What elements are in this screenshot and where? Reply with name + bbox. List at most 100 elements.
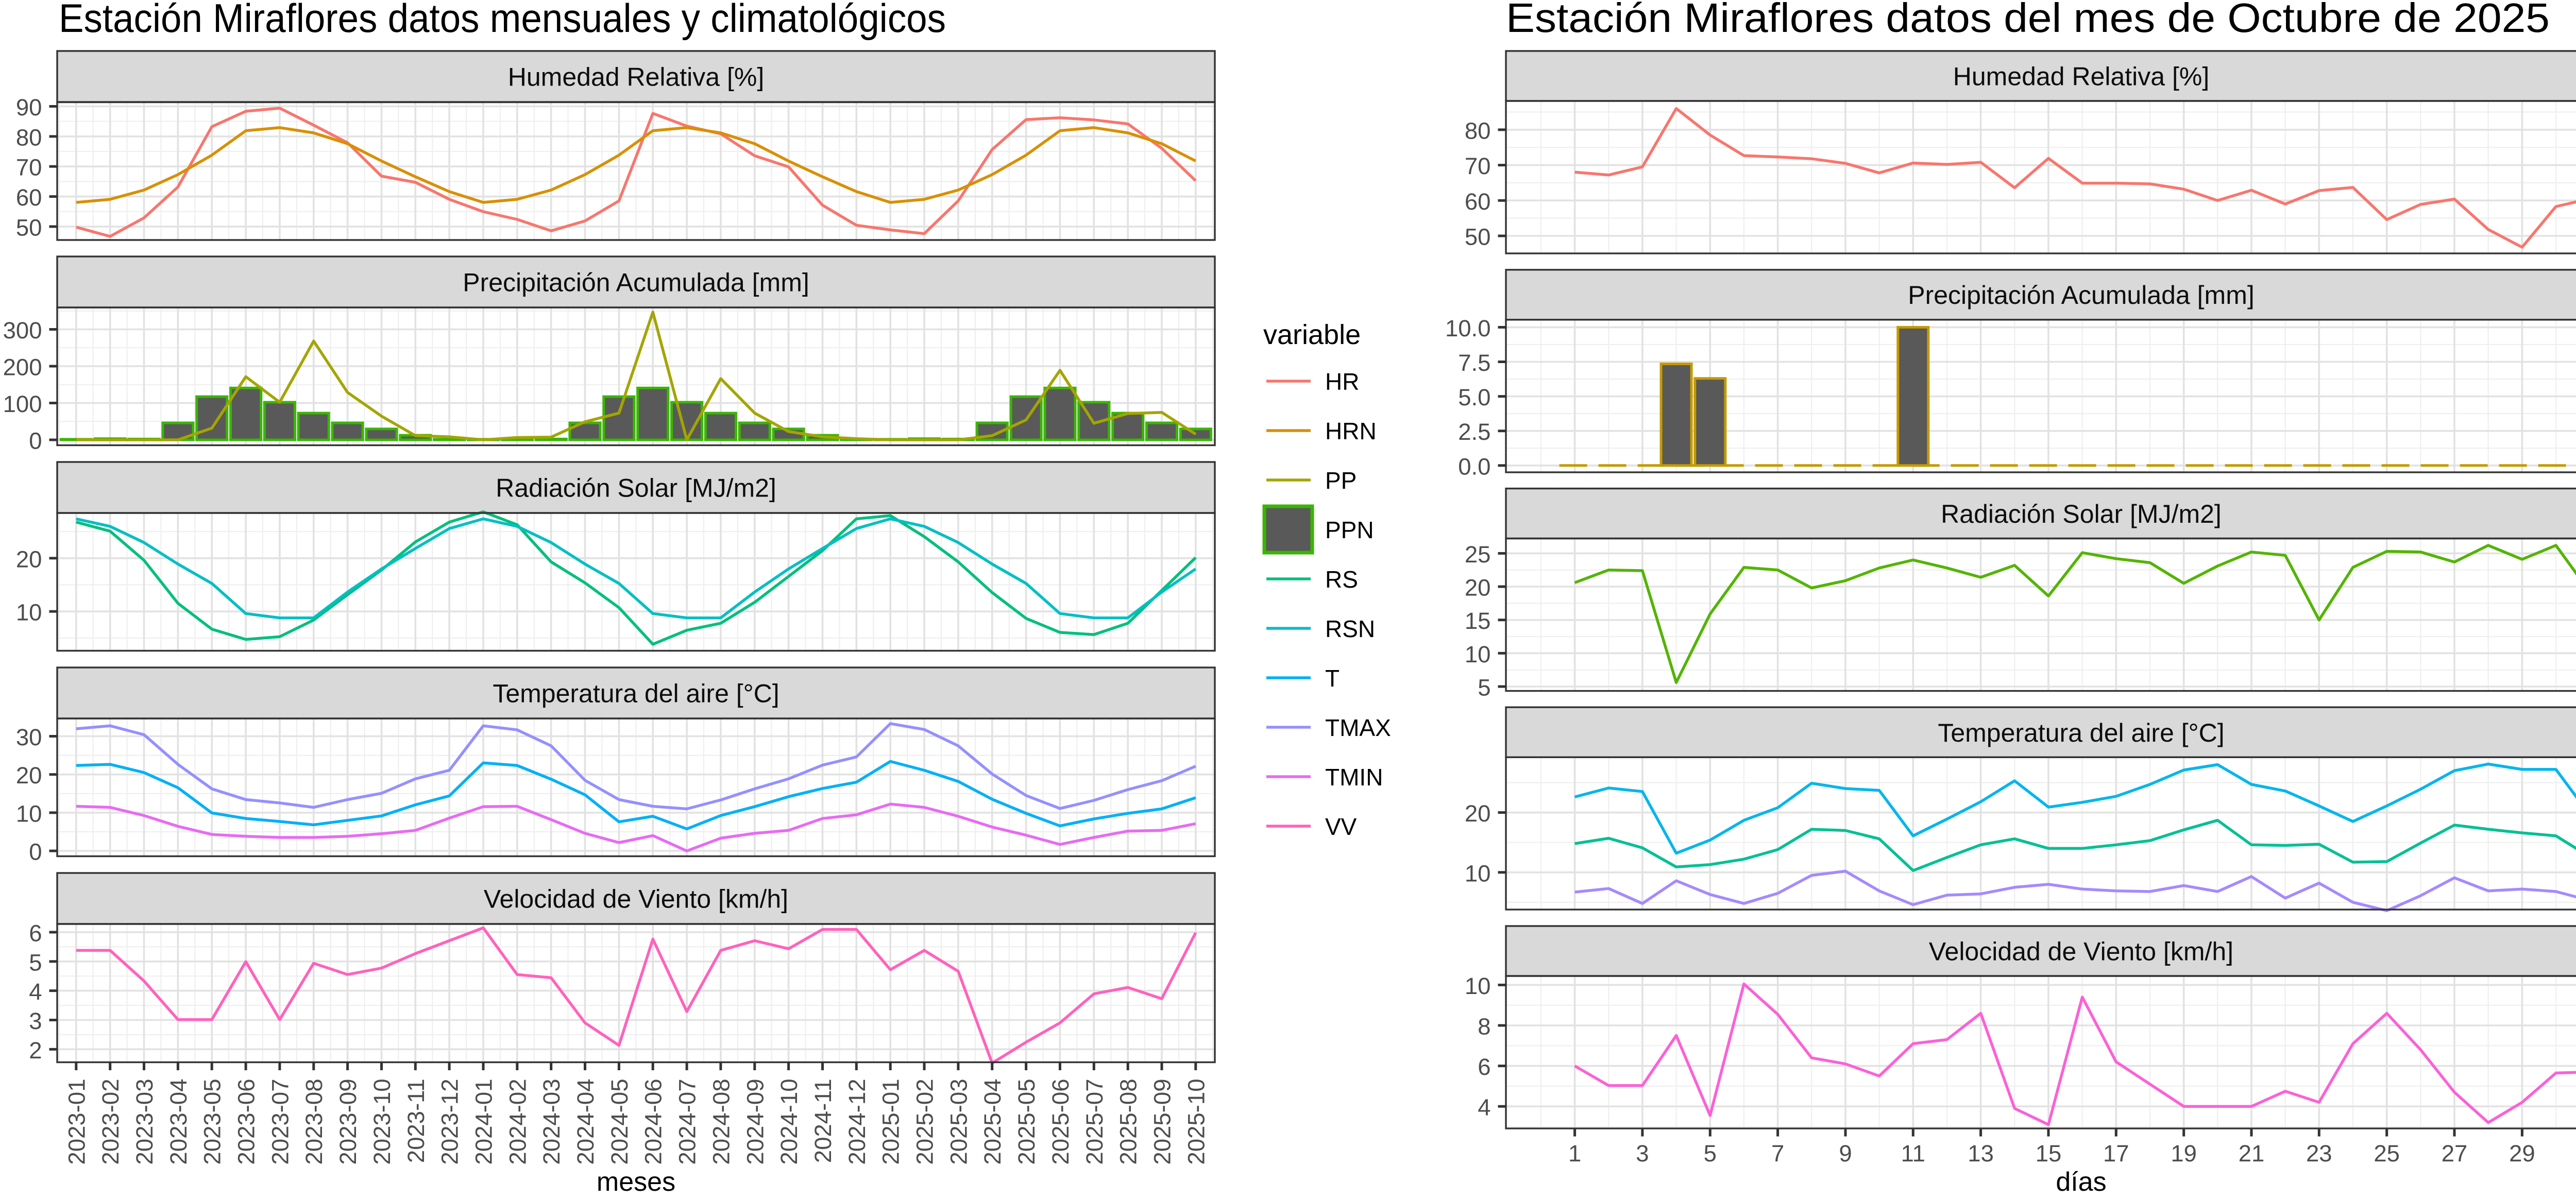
svg-text:20: 20 — [16, 762, 42, 789]
svg-text:meses: meses — [597, 1167, 675, 1197]
svg-text:Precipitación Acumulada [mm]: Precipitación Acumulada [mm] — [463, 268, 809, 297]
svg-text:2023-12: 2023-12 — [437, 1079, 463, 1165]
svg-text:10: 10 — [16, 800, 42, 827]
svg-text:80: 80 — [1465, 117, 1491, 144]
svg-text:2025-05: 2025-05 — [1013, 1079, 1040, 1165]
svg-text:2024-02: 2024-02 — [504, 1079, 531, 1165]
svg-text:RS: RS — [1325, 566, 1358, 593]
svg-text:25: 25 — [1465, 541, 1491, 568]
svg-text:2025-06: 2025-06 — [1047, 1079, 1074, 1165]
svg-text:2025-02: 2025-02 — [912, 1079, 938, 1165]
svg-text:70: 70 — [16, 155, 42, 181]
svg-text:50: 50 — [16, 214, 42, 241]
svg-text:TMAX: TMAX — [1325, 714, 1391, 741]
svg-text:PPN: PPN — [1325, 517, 1374, 543]
svg-text:300: 300 — [3, 317, 42, 344]
svg-text:5.0: 5.0 — [1458, 384, 1490, 410]
svg-text:Precipitación Acumulada [mm]: Precipitación Acumulada [mm] — [1908, 281, 2255, 310]
svg-text:Humedad Relativa [%]: Humedad Relativa [%] — [1953, 62, 2209, 91]
svg-text:9: 9 — [1839, 1140, 1852, 1167]
svg-text:10.0: 10.0 — [1445, 315, 1491, 341]
svg-text:2023-10: 2023-10 — [369, 1079, 395, 1165]
svg-text:60: 60 — [1465, 189, 1491, 215]
svg-text:0.0: 0.0 — [1458, 453, 1490, 479]
svg-text:Temperatura del aire [°C]: Temperatura del aire [°C] — [493, 679, 779, 708]
svg-text:1: 1 — [1568, 1140, 1581, 1167]
svg-text:100: 100 — [3, 391, 42, 417]
svg-text:HRN: HRN — [1325, 418, 1377, 444]
svg-text:0: 0 — [29, 839, 42, 865]
svg-text:2025-10: 2025-10 — [1183, 1079, 1209, 1165]
svg-text:2023-05: 2023-05 — [199, 1079, 226, 1165]
svg-text:2023-11: 2023-11 — [403, 1079, 429, 1163]
svg-text:2023-01: 2023-01 — [63, 1079, 90, 1165]
svg-text:2023-07: 2023-07 — [267, 1079, 293, 1165]
svg-text:6: 6 — [29, 920, 42, 947]
svg-text:29: 29 — [2509, 1140, 2535, 1167]
svg-text:2024-08: 2024-08 — [708, 1079, 734, 1165]
svg-text:5: 5 — [29, 949, 42, 975]
svg-text:2024-12: 2024-12 — [844, 1079, 870, 1165]
svg-text:17: 17 — [2103, 1140, 2129, 1167]
svg-text:23: 23 — [2306, 1140, 2332, 1167]
svg-text:2023-08: 2023-08 — [301, 1079, 327, 1165]
svg-text:13: 13 — [1968, 1140, 1994, 1167]
svg-text:PP: PP — [1325, 467, 1357, 494]
svg-text:0: 0 — [29, 428, 42, 454]
svg-text:3: 3 — [29, 1008, 42, 1034]
svg-text:20: 20 — [1465, 575, 1491, 601]
svg-text:200: 200 — [3, 354, 42, 381]
svg-text:2025-04: 2025-04 — [979, 1079, 1006, 1165]
svg-text:60: 60 — [16, 184, 42, 211]
svg-text:2024-06: 2024-06 — [640, 1079, 667, 1165]
svg-text:21: 21 — [2239, 1140, 2265, 1167]
svg-text:2025-01: 2025-01 — [878, 1079, 904, 1165]
svg-text:Estación Miraflores datos del: Estación Miraflores datos del mes de Oct… — [1506, 0, 2550, 41]
svg-text:7.5: 7.5 — [1458, 350, 1490, 376]
svg-text:Temperatura del aire [°C]: Temperatura del aire [°C] — [1938, 718, 2224, 747]
svg-text:2023-06: 2023-06 — [233, 1079, 260, 1165]
svg-text:2024-01: 2024-01 — [471, 1079, 497, 1165]
svg-text:15: 15 — [2036, 1140, 2062, 1167]
svg-text:2: 2 — [29, 1037, 42, 1064]
svg-text:Velocidad de Viento [km/h]: Velocidad de Viento [km/h] — [484, 885, 788, 914]
svg-text:2024-07: 2024-07 — [674, 1079, 701, 1165]
svg-text:Estación Miraflores datos mens: Estación Miraflores datos mensuales y cl… — [59, 0, 946, 41]
svg-text:70: 70 — [1465, 153, 1491, 179]
svg-text:T: T — [1325, 665, 1340, 692]
svg-text:27: 27 — [2442, 1140, 2468, 1167]
svg-text:11: 11 — [1901, 1140, 1925, 1167]
svg-text:8: 8 — [1478, 1014, 1490, 1040]
svg-text:2024-05: 2024-05 — [606, 1079, 633, 1165]
svg-text:5: 5 — [1478, 675, 1490, 701]
svg-text:2024-03: 2024-03 — [538, 1079, 565, 1165]
svg-text:10: 10 — [1465, 973, 1491, 999]
svg-text:VV: VV — [1325, 813, 1357, 840]
svg-text:2024-10: 2024-10 — [776, 1079, 802, 1165]
svg-text:TMIN: TMIN — [1325, 764, 1383, 791]
svg-text:HR: HR — [1325, 368, 1359, 395]
svg-text:90: 90 — [16, 94, 42, 121]
svg-text:50: 50 — [1465, 224, 1491, 250]
svg-text:20: 20 — [1465, 800, 1491, 827]
svg-text:4: 4 — [1478, 1094, 1490, 1121]
svg-text:5: 5 — [1704, 1140, 1717, 1167]
svg-text:Radiación Solar [MJ/m2]: Radiación Solar [MJ/m2] — [496, 474, 776, 503]
svg-text:6: 6 — [1478, 1054, 1490, 1080]
svg-text:RSN: RSN — [1325, 615, 1375, 642]
svg-text:19: 19 — [2171, 1140, 2197, 1167]
svg-text:2024-11: 2024-11 — [810, 1079, 836, 1163]
svg-text:días: días — [2056, 1167, 2106, 1197]
svg-text:2.5: 2.5 — [1458, 419, 1490, 445]
svg-text:20: 20 — [16, 546, 42, 572]
svg-text:2025-07: 2025-07 — [1081, 1079, 1108, 1165]
svg-text:Humedad Relativa [%]: Humedad Relativa [%] — [508, 63, 764, 92]
svg-text:2024-04: 2024-04 — [572, 1079, 599, 1165]
svg-text:2025-08: 2025-08 — [1115, 1079, 1142, 1165]
svg-text:Velocidad de Viento [km/h]: Velocidad de Viento [km/h] — [1929, 937, 2233, 966]
svg-text:4: 4 — [29, 979, 42, 1005]
svg-text:10: 10 — [1465, 641, 1491, 667]
svg-text:2023-02: 2023-02 — [97, 1079, 124, 1165]
svg-text:3: 3 — [1636, 1140, 1649, 1167]
svg-text:Radiación Solar [MJ/m2]: Radiación Solar [MJ/m2] — [1941, 500, 2222, 528]
